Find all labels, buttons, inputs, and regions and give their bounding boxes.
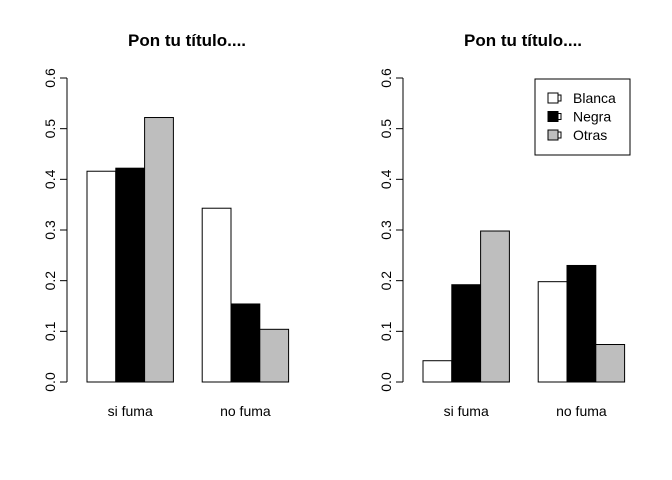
y-tick-label: 0.4 xyxy=(42,169,58,189)
bar-blanca-2 xyxy=(537,281,568,383)
y-tick-label: 0.3 xyxy=(42,220,58,240)
legend-label: Negra xyxy=(573,109,611,125)
chart-panel-2: Pon tu título.... 0.0 0.1 0.2 0.3 0.4 0.5 0.6 si… xyxy=(378,31,631,419)
bar-blanca-2 xyxy=(201,207,232,383)
legend-label: Otras xyxy=(573,127,607,143)
legend-swatch-notch xyxy=(557,94,562,102)
bar-negra-2 xyxy=(230,303,261,383)
y-tick-label: 0.2 xyxy=(378,271,394,291)
legend-swatch-notch xyxy=(557,131,562,139)
legend-label: Blanca xyxy=(573,90,616,106)
bar-blanca-1 xyxy=(86,170,117,383)
legend-swatch xyxy=(547,92,559,104)
y-tick-label: 0.5 xyxy=(42,119,58,139)
y-tick-label: 0.3 xyxy=(378,220,394,240)
legend-swatch-notch xyxy=(557,113,562,120)
chart-title: Pon tu título.... xyxy=(464,31,582,50)
legend-swatch xyxy=(547,111,559,122)
bar-otras-1 xyxy=(144,117,174,383)
y-tick-label: 0.2 xyxy=(42,271,58,291)
category-label: no fuma xyxy=(220,403,271,419)
legend-swatch xyxy=(547,129,559,141)
bar-negra-1 xyxy=(115,167,146,383)
category-label: si fuma xyxy=(108,403,153,419)
y-tick-label: 0.4 xyxy=(378,169,394,189)
chart-title: Pon tu título.... xyxy=(128,31,246,50)
y-tick-label: 0.5 xyxy=(378,119,394,139)
y-tick-label: 0.0 xyxy=(42,372,58,392)
category-label: no fuma xyxy=(556,403,607,419)
bar-negra-2 xyxy=(566,264,597,383)
y-tick-label: 0.1 xyxy=(42,321,58,341)
y-tick-label: 0.6 xyxy=(42,68,58,88)
y-tick-label: 0.0 xyxy=(378,372,394,392)
legend: Blanca Negra Otras xyxy=(534,78,631,156)
bar-blanca-1 xyxy=(422,360,453,383)
y-tick-label: 0.1 xyxy=(378,321,394,341)
bar-negra-1 xyxy=(451,284,482,383)
chart-panel-1: Pon tu título.... 0.0 0.1 0.2 0.3 0.4 0.5 0.6 si… xyxy=(42,31,290,419)
category-label: si fuma xyxy=(444,403,489,419)
y-tick-label: 0.6 xyxy=(378,68,394,88)
bar-otras-2 xyxy=(259,328,290,383)
bar-otras-2 xyxy=(595,344,626,383)
bar-otras-1 xyxy=(480,230,510,383)
